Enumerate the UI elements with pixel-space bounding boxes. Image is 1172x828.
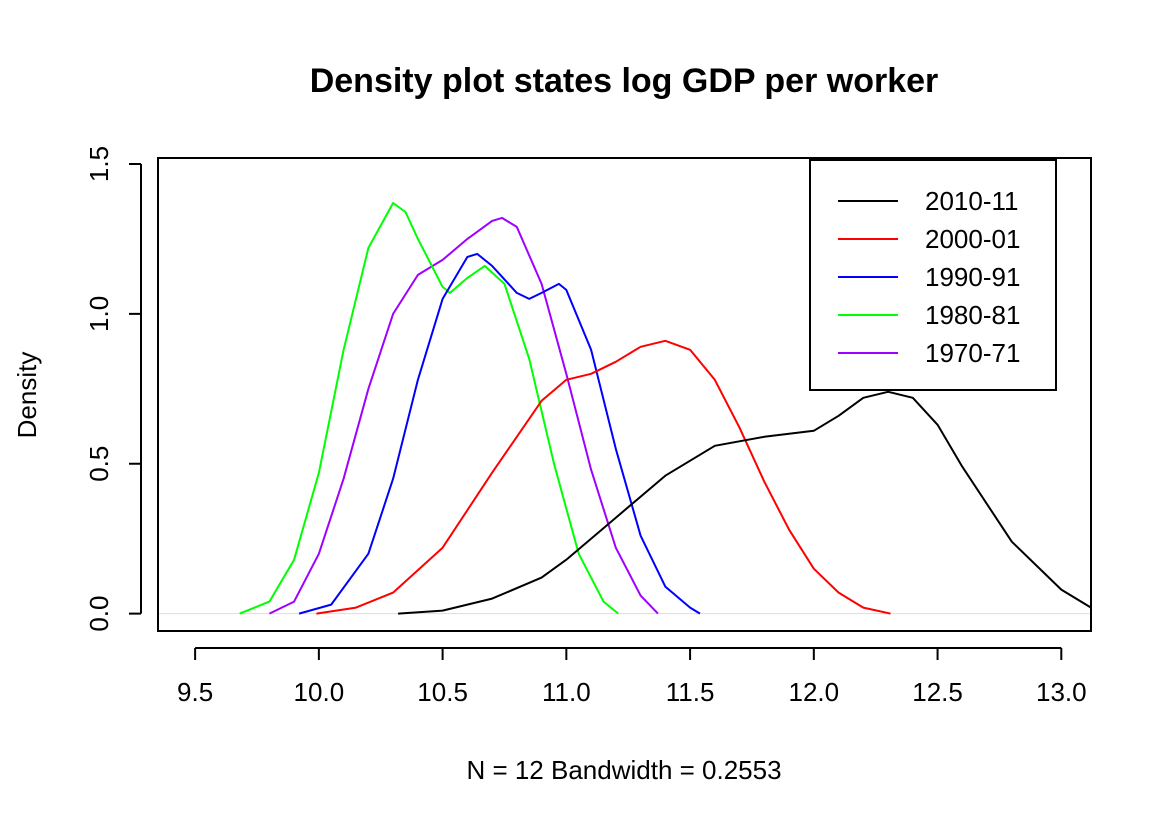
x-tick-label: 10.5 (417, 677, 468, 707)
y-axis-label: Density (12, 352, 42, 439)
x-tick-label: 9.5 (177, 677, 213, 707)
legend: 2010-11 2000-01 1990-91 1980-81 1970-71 (809, 159, 1057, 391)
x-axis-label: N = 12 Bandwidth = 0.2553 (466, 755, 781, 785)
series-line-1990-91 (298, 252, 701, 615)
legend-label: 1990-91 (925, 262, 1020, 292)
series-line-2000-01 (316, 339, 891, 615)
legend-label: 2010-11 (925, 186, 1019, 216)
y-axis: 0.0 0.5 1.0 1.5 (84, 146, 142, 632)
x-tick-label: 11.0 (542, 677, 591, 707)
legend-box (809, 159, 1057, 391)
series-line-2010-11 (398, 390, 1092, 615)
series-line-1980-81 (239, 202, 619, 615)
x-tick-label: 10.0 (294, 677, 345, 707)
chart-title: Density plot states log GDP per worker (310, 62, 939, 100)
y-tick-label: 1.0 (84, 296, 114, 332)
plot-area (158, 202, 1092, 615)
y-tick-label: 0.0 (84, 596, 114, 632)
series-line-1970-71 (268, 216, 659, 615)
plot-frame (157, 157, 1092, 632)
y-tick-label: 0.5 (84, 446, 114, 482)
legend-label: 1980-81 (925, 300, 1020, 330)
x-tick-label: 12.5 (912, 677, 963, 707)
x-tick-label: 13.0 (1036, 677, 1087, 707)
y-tick-label: 1.5 (84, 146, 114, 182)
legend-label: 1970-71 (925, 338, 1020, 368)
legend-label: 2000-01 (925, 224, 1020, 254)
x-axis: 9.5 10.0 10.5 11.0 11.5 12.0 12.5 13.0 (177, 647, 1087, 707)
x-tick-label: 11.5 (666, 677, 715, 707)
x-tick-label: 12.0 (789, 677, 840, 707)
